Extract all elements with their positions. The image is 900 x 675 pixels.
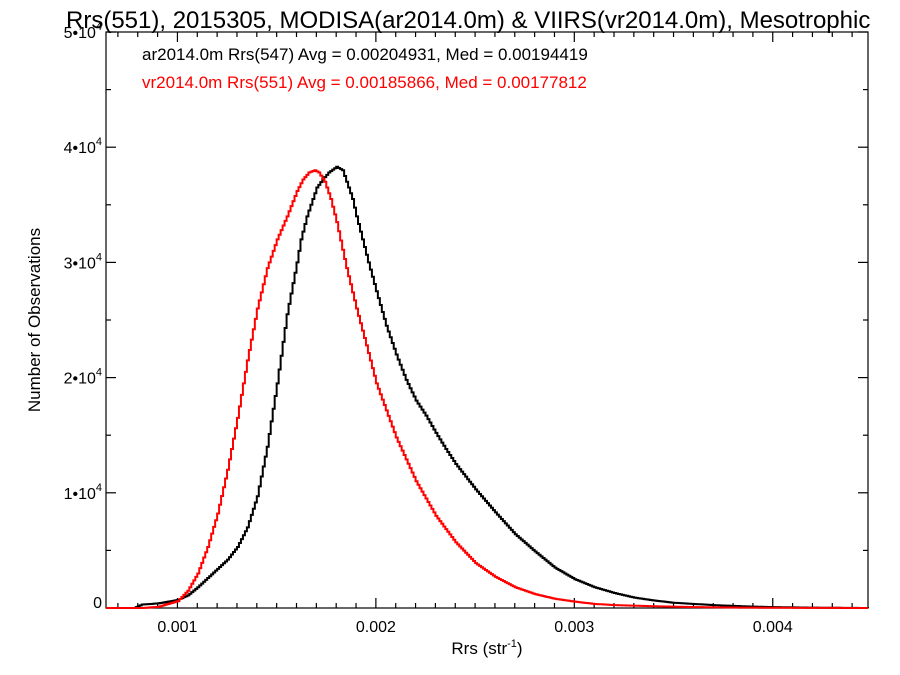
y-tick-label: 0 xyxy=(93,595,102,612)
y-tick-label: 4•104 xyxy=(64,136,102,157)
x-axis-ticks: 0.001 0.002 0.003 0.004 xyxy=(117,32,853,636)
y-tick-label: 5•104 xyxy=(64,21,102,42)
y-axis-ticks: 0 1•104 2•104 3•104 4•104 5•104 xyxy=(64,21,868,612)
y-tick-label: 1•104 xyxy=(64,482,102,503)
y-axis-label: Number of Observations xyxy=(25,228,44,412)
legend-entry-0: ar2014.0m Rrs(547) Avg = 0.00204931, Med… xyxy=(142,45,588,64)
series-1-line xyxy=(106,169,868,609)
x-tick-label: 0.002 xyxy=(356,619,396,636)
series-layer xyxy=(106,165,869,609)
x-tick-label: 0.001 xyxy=(157,619,197,636)
x-tick-label: 0.004 xyxy=(753,619,793,636)
plot-frame xyxy=(105,31,869,609)
legend-entry-1: vr2014.0m Rrs(551) Avg = 0.00185866, Med… xyxy=(142,73,587,92)
legend: ar2014.0m Rrs(547) Avg = 0.00204931, Med… xyxy=(142,45,588,92)
x-axis-label: Rrs (str-1) xyxy=(451,638,522,658)
x-tick-label: 0.003 xyxy=(554,619,594,636)
y-tick-label: 3•104 xyxy=(64,251,102,272)
chart-title: Rrs(551), 2015305, MODISA(ar2014.0m) & V… xyxy=(66,7,870,34)
series-0-line xyxy=(106,165,869,609)
y-tick-label: 2•104 xyxy=(64,367,102,388)
